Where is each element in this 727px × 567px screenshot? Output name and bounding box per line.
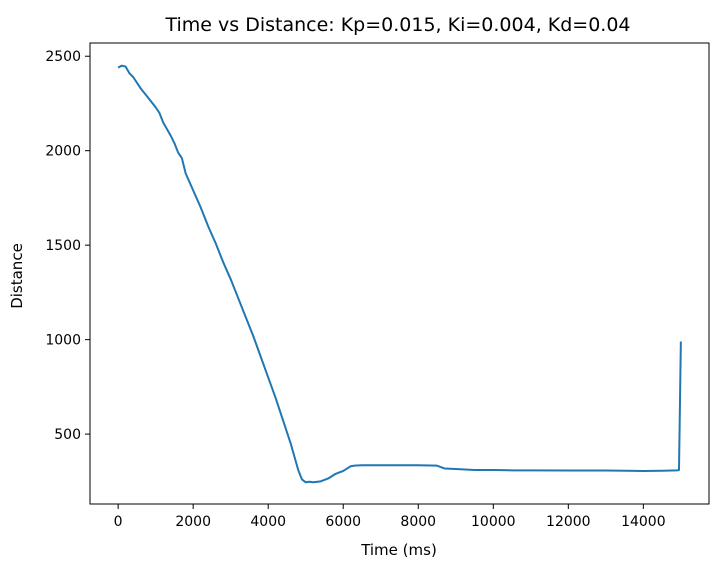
y-tick-label: 2500 <box>45 49 81 65</box>
y-axis-label: Distance <box>8 243 26 309</box>
y-tick-label: 2000 <box>45 144 81 160</box>
y-tick-label: 1500 <box>45 238 81 254</box>
y-tick-label: 500 <box>54 427 81 443</box>
x-tick-label: 10000 <box>471 514 516 530</box>
x-tick-label: 14000 <box>621 514 666 530</box>
y-tick-label: 1000 <box>45 333 81 349</box>
x-tick-label: 8000 <box>400 514 436 530</box>
chart-title: Time vs Distance: Kp=0.015, Ki=0.004, Kd… <box>164 14 630 36</box>
x-tick-label: 4000 <box>250 514 286 530</box>
x-tick-label: 2000 <box>175 514 211 530</box>
x-tick-label: 6000 <box>325 514 361 530</box>
x-axis: 0 2000 4000 6000 8000 10000 12000 14000 <box>114 504 666 530</box>
x-tick-label: 0 <box>114 514 123 530</box>
x-tick-label: 12000 <box>546 514 591 530</box>
x-axis-label: Time (ms) <box>360 541 437 559</box>
plot-frame <box>89 42 710 505</box>
distance-series-line <box>117 64 682 484</box>
y-axis: 500 1000 1500 2000 2500 <box>45 49 90 443</box>
